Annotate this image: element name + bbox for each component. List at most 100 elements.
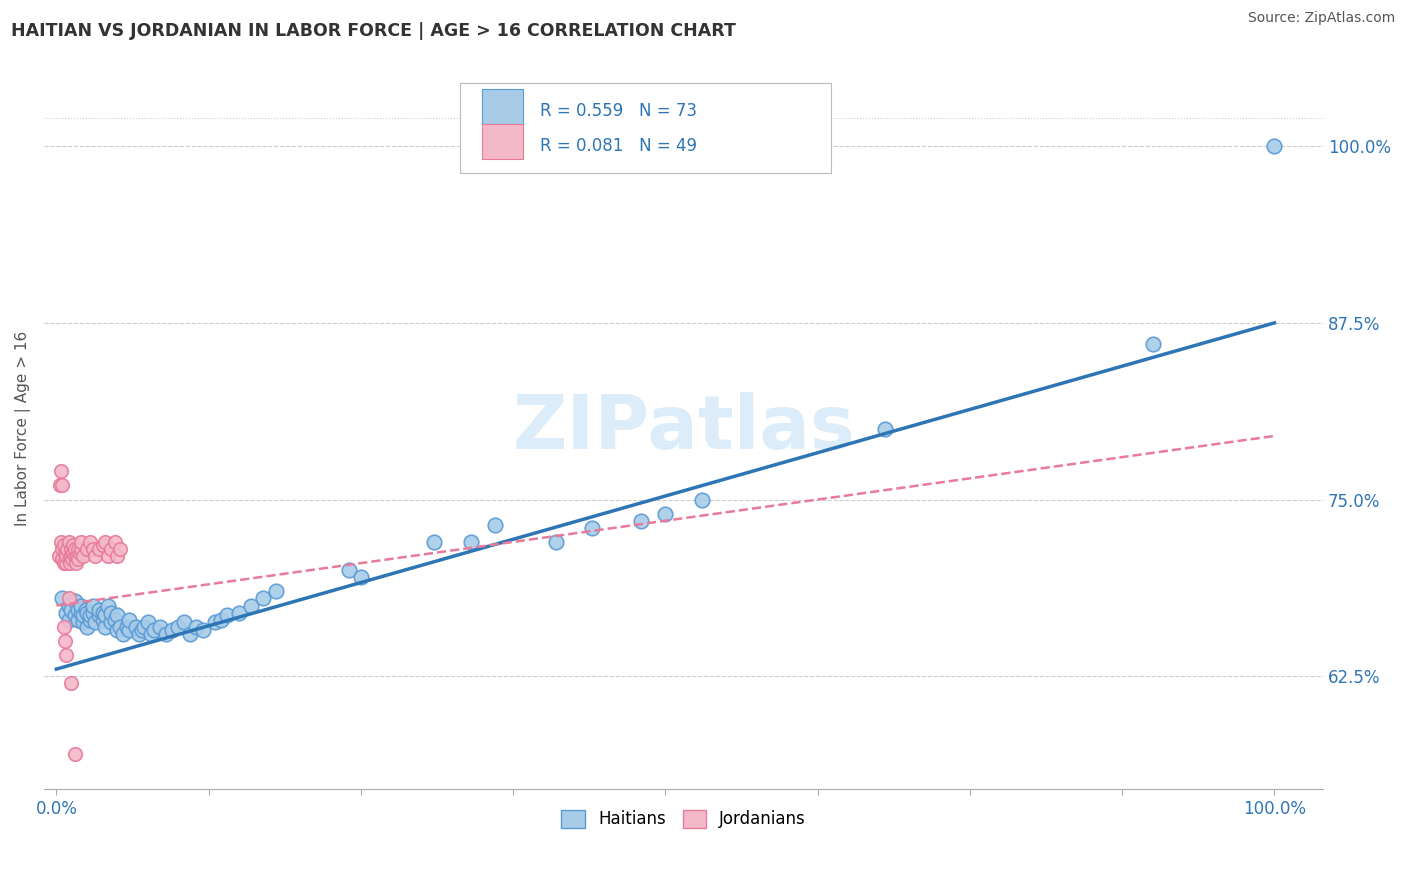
Point xyxy=(67,541,90,556)
Point xyxy=(55,648,77,662)
Point xyxy=(91,606,114,620)
Point xyxy=(51,478,73,492)
Point xyxy=(53,546,76,560)
Point xyxy=(112,627,135,641)
Point xyxy=(105,623,128,637)
Point xyxy=(52,620,75,634)
Point xyxy=(63,608,86,623)
Point xyxy=(63,747,86,761)
Text: R = 0.559   N = 73: R = 0.559 N = 73 xyxy=(540,102,697,120)
Point xyxy=(87,541,110,556)
Point xyxy=(76,620,98,634)
Point xyxy=(337,563,360,577)
Point xyxy=(128,627,150,641)
Point xyxy=(141,627,163,641)
Point xyxy=(1263,139,1285,153)
Point xyxy=(59,603,82,617)
Point xyxy=(55,549,77,563)
Point xyxy=(132,620,155,634)
Point xyxy=(59,549,82,563)
Point xyxy=(173,615,195,630)
Point xyxy=(79,608,101,623)
Point xyxy=(56,541,79,556)
Point xyxy=(186,620,208,634)
Point xyxy=(55,556,77,570)
Point xyxy=(252,591,274,606)
Point xyxy=(179,627,201,641)
Point xyxy=(873,422,896,436)
Point xyxy=(94,620,117,634)
Point xyxy=(131,623,153,637)
Point xyxy=(65,556,87,570)
Point xyxy=(115,620,138,634)
Point xyxy=(105,608,128,623)
Point xyxy=(51,535,73,549)
Text: R = 0.081   N = 49: R = 0.081 N = 49 xyxy=(540,136,697,154)
Point xyxy=(84,615,107,630)
Point xyxy=(350,570,373,584)
Point xyxy=(96,549,118,563)
Point xyxy=(690,492,713,507)
Point xyxy=(104,535,127,549)
Bar xyxy=(482,124,523,159)
Point xyxy=(94,608,117,623)
Point xyxy=(79,613,101,627)
Text: HAITIAN VS JORDANIAN IN LABOR FORCE | AGE > 16 CORRELATION CHART: HAITIAN VS JORDANIAN IN LABOR FORCE | AG… xyxy=(11,22,737,40)
Point xyxy=(59,556,82,570)
Point xyxy=(105,549,128,563)
Point xyxy=(87,608,110,623)
Point xyxy=(69,546,91,560)
Point xyxy=(204,615,226,630)
Point xyxy=(91,538,114,552)
Point xyxy=(100,615,122,630)
Point xyxy=(91,613,114,627)
Point xyxy=(581,521,603,535)
Point xyxy=(104,613,127,627)
Point xyxy=(63,549,86,563)
Point xyxy=(67,613,90,627)
Point xyxy=(100,606,122,620)
Point xyxy=(82,541,104,556)
Point xyxy=(149,620,172,634)
Point xyxy=(460,535,482,549)
Point xyxy=(59,541,82,556)
Point xyxy=(51,591,73,606)
Point xyxy=(69,541,91,556)
Point xyxy=(630,514,652,528)
Point xyxy=(87,603,110,617)
Point xyxy=(51,541,73,556)
Point xyxy=(108,620,131,634)
Text: Source: ZipAtlas.com: Source: ZipAtlas.com xyxy=(1247,11,1395,25)
Point xyxy=(240,599,263,613)
Legend: Haitians, Jordanians: Haitians, Jordanians xyxy=(555,803,813,835)
Point xyxy=(67,552,90,566)
Bar xyxy=(482,89,523,124)
Point xyxy=(155,627,177,641)
Point xyxy=(63,541,86,556)
Point xyxy=(209,613,232,627)
Point xyxy=(82,599,104,613)
Point xyxy=(48,549,70,563)
Point xyxy=(69,599,91,613)
Point xyxy=(76,606,98,620)
Point xyxy=(124,620,146,634)
Point xyxy=(228,606,250,620)
Point xyxy=(96,599,118,613)
Point xyxy=(108,541,131,556)
Point xyxy=(72,615,94,630)
Point xyxy=(60,552,83,566)
Point xyxy=(94,535,117,549)
Point xyxy=(51,552,73,566)
Point xyxy=(58,552,80,566)
Point xyxy=(118,613,141,627)
Point xyxy=(215,608,238,623)
Point xyxy=(484,518,506,533)
Point xyxy=(49,478,72,492)
Point xyxy=(544,535,567,549)
Point xyxy=(1142,337,1164,351)
Point xyxy=(72,549,94,563)
Point xyxy=(264,584,287,599)
Point xyxy=(79,535,101,549)
Point xyxy=(69,535,91,549)
Point xyxy=(75,603,97,617)
